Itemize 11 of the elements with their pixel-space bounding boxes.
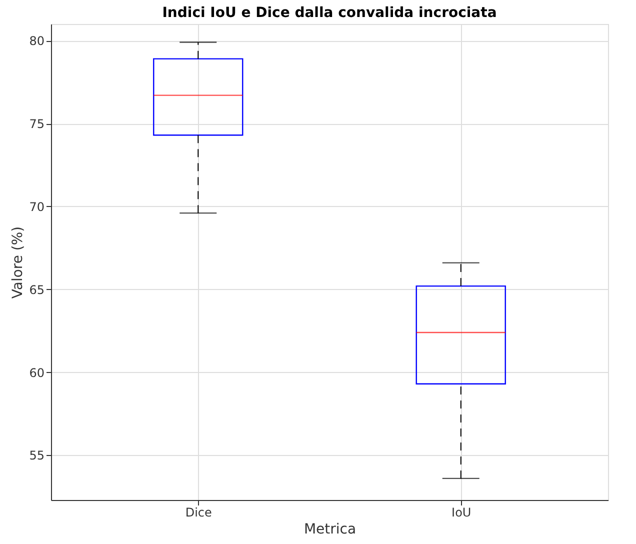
chart-title: Indici IoU e Dice dalla convalida incrociata xyxy=(162,5,497,21)
y-tick-label: 70 xyxy=(29,200,44,214)
x-axis-title: Metrica xyxy=(304,522,356,538)
x-tick-label: IoU xyxy=(452,506,472,520)
y-tick-label: 65 xyxy=(29,282,44,297)
y-tick-label: 60 xyxy=(29,366,44,380)
y-tick-label: 55 xyxy=(29,448,44,463)
x-tick-label: Dice xyxy=(185,506,212,520)
y-tick-label: 80 xyxy=(29,34,44,48)
y-tick-label: 75 xyxy=(29,117,44,132)
y-axis-title: Valore (%) xyxy=(10,226,26,299)
